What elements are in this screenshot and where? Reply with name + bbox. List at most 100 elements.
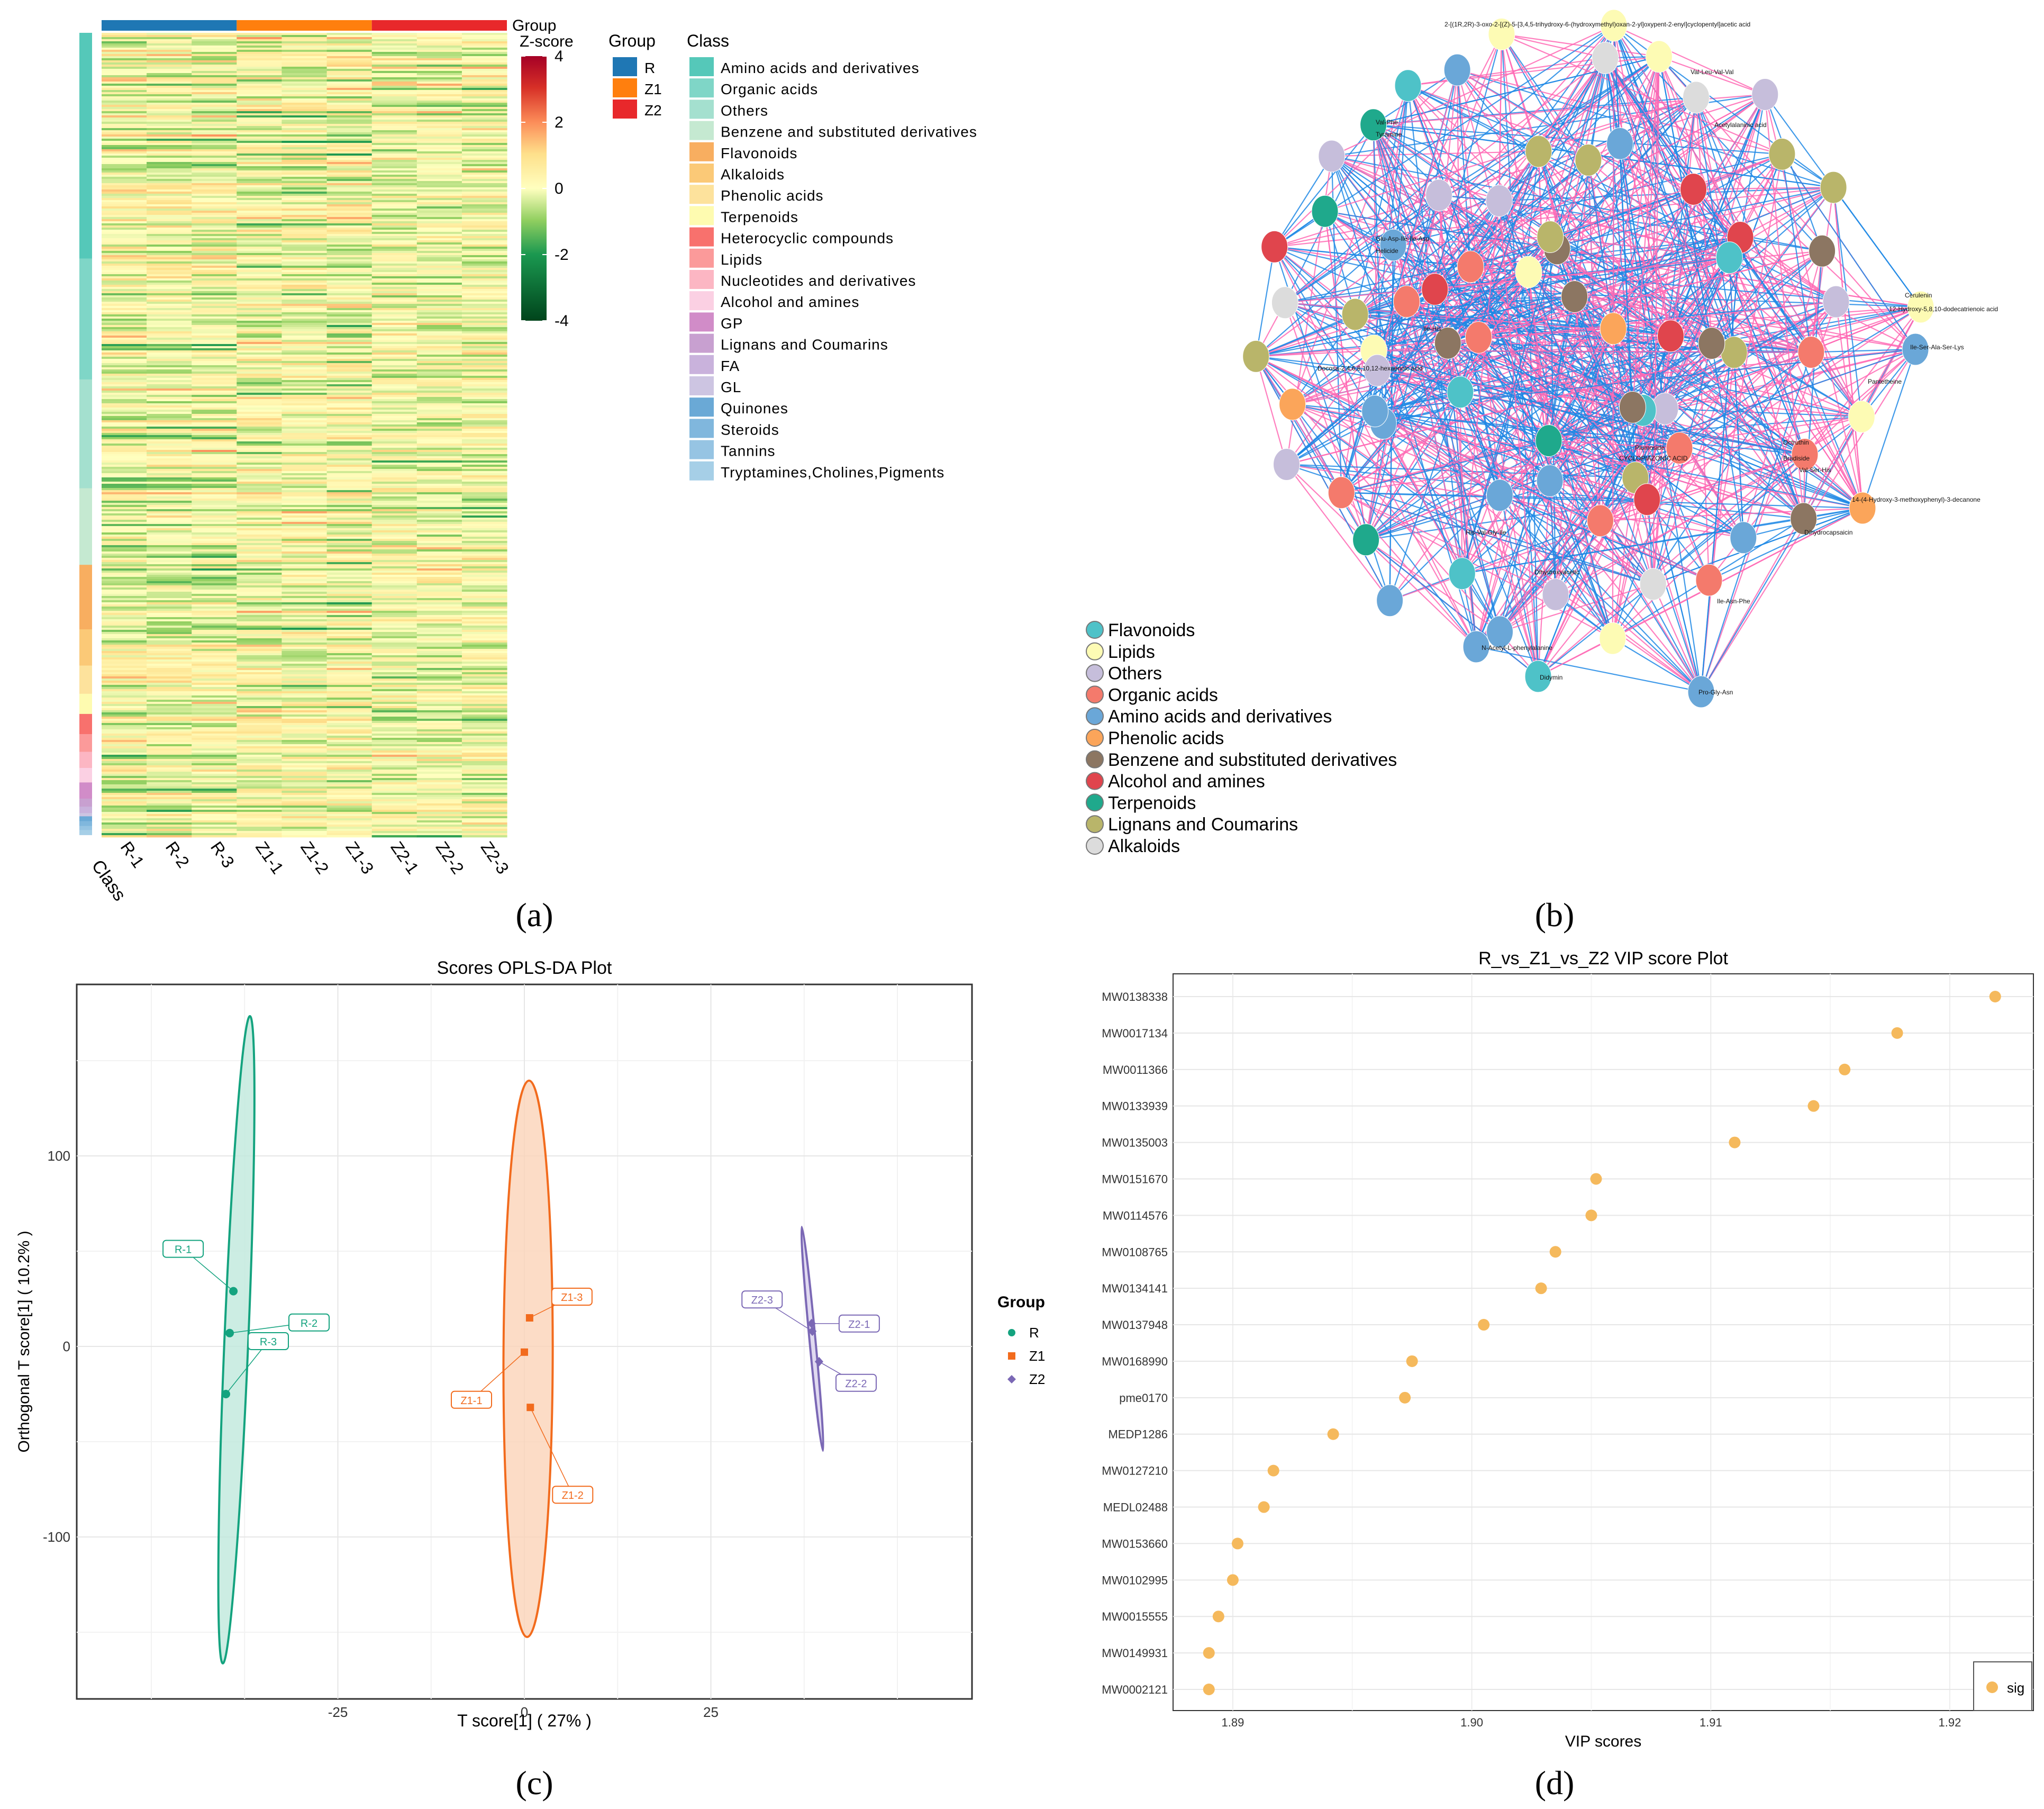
network-edge <box>1742 251 1823 538</box>
heatmap-cell <box>461 501 507 503</box>
heatmap-cell <box>461 221 507 224</box>
heatmap-cell <box>371 621 417 624</box>
heatmap-cell <box>237 147 282 150</box>
heatmap-cell <box>102 528 147 531</box>
heatmap-cell <box>416 780 462 783</box>
heatmap-cell <box>371 441 417 444</box>
heatmap-cell <box>147 156 192 158</box>
network-edge <box>1292 335 1671 405</box>
heatmap-cell <box>416 695 462 698</box>
heatmap-cell <box>102 515 147 518</box>
heatmap-cell <box>326 499 373 501</box>
heatmap-cell <box>461 173 507 175</box>
heatmap-cell <box>237 242 282 245</box>
heatmap-cell <box>281 621 328 624</box>
heatmap-cell <box>371 350 417 353</box>
heatmap-cell <box>192 674 237 677</box>
heatmap-cell <box>102 727 147 730</box>
heatmap-cell <box>281 825 328 827</box>
heatmap-cell <box>147 638 192 641</box>
network-legend-marker <box>1086 837 1104 855</box>
heatmap-cell <box>102 196 147 198</box>
opls-legend-label: Z1 <box>1029 1348 1045 1364</box>
heatmap-cell <box>416 532 462 535</box>
heatmap-class-axis-label: Class <box>87 856 130 905</box>
heatmap-cell <box>416 698 462 700</box>
heatmap-cell <box>147 90 192 93</box>
heatmap-cell <box>147 791 192 793</box>
heatmap-cell <box>192 526 237 529</box>
heatmap-cell <box>281 806 328 808</box>
heatmap-cell <box>237 183 282 186</box>
heatmap-cell <box>192 236 237 239</box>
heatmap-cell <box>147 693 192 696</box>
heatmap-cell <box>147 37 192 40</box>
network-edge <box>1434 257 1730 290</box>
heatmap-cell <box>371 39 417 42</box>
heatmap-cell <box>237 162 282 165</box>
network-node-label: Glu-Asp-Ile-Ile-Asp <box>1376 235 1430 242</box>
heatmap-cell <box>147 691 192 694</box>
heatmap-cell <box>326 297 373 300</box>
heatmap-cell <box>326 738 373 740</box>
heatmap-cell <box>281 306 328 309</box>
heatmap-cell <box>371 340 417 342</box>
heatmap-cell <box>237 372 282 374</box>
heatmap-cell <box>281 494 328 497</box>
heatmap-cell <box>461 82 507 84</box>
heatmap-cell <box>326 638 373 641</box>
heatmap-cell <box>192 643 237 645</box>
opls-point-label: Z1-2 <box>562 1490 584 1502</box>
heatmap-cell <box>461 539 507 541</box>
heatmap-cell <box>371 721 417 723</box>
heatmap-cell <box>102 314 147 317</box>
heatmap-cell <box>416 763 462 766</box>
heatmap-cell <box>416 484 462 486</box>
heatmap-cell <box>461 257 507 260</box>
heatmap-cell <box>281 33 328 35</box>
heatmap-cell <box>102 52 147 55</box>
heatmap-cell <box>371 816 417 819</box>
heatmap-cell <box>326 820 373 823</box>
heatmap-cell <box>281 308 328 311</box>
network-edge <box>1393 236 1550 246</box>
heatmap-cell <box>326 109 373 112</box>
heatmap-cell <box>371 524 417 527</box>
heatmap-cell <box>371 712 417 715</box>
heatmap-cell <box>461 520 507 522</box>
heatmap-cell <box>147 463 192 465</box>
heatmap-cell <box>237 88 282 91</box>
heatmap-cell <box>281 60 328 63</box>
heatmap-cell <box>416 556 462 558</box>
heatmap-cell <box>281 156 328 158</box>
heatmap-cell <box>371 363 417 366</box>
heatmap-cell <box>326 43 373 46</box>
vip-ytick-label: MW0134141 <box>1102 1282 1168 1295</box>
heatmap-cell <box>416 408 462 410</box>
heatmap-cell <box>326 105 373 107</box>
heatmap-cell <box>102 338 147 340</box>
heatmap-cell <box>192 399 237 402</box>
heatmap-cell <box>147 486 192 489</box>
heatmap-cell <box>102 772 147 774</box>
network-edge <box>1292 328 1614 405</box>
network-edge <box>1377 369 1636 478</box>
heatmap-cell <box>281 693 328 696</box>
heatmap-cell <box>416 755 462 757</box>
group-bar-Z1 <box>237 20 372 31</box>
network-node <box>1242 340 1270 373</box>
heatmap-cell <box>461 810 507 812</box>
heatmap-cell <box>192 264 237 266</box>
heatmap-cell <box>326 367 373 370</box>
heatmap-cell <box>237 685 282 688</box>
heatmap-cell <box>237 35 282 38</box>
heatmap-cell <box>192 427 237 429</box>
heatmap-cell <box>102 361 147 364</box>
heatmap-cell <box>192 365 237 368</box>
heatmap-cell <box>281 48 328 50</box>
heatmap-cell <box>416 456 462 459</box>
heatmap-cell <box>237 179 282 182</box>
heatmap-cell <box>461 388 507 391</box>
heatmap-cell <box>237 274 282 277</box>
heatmap-cell <box>371 209 417 211</box>
